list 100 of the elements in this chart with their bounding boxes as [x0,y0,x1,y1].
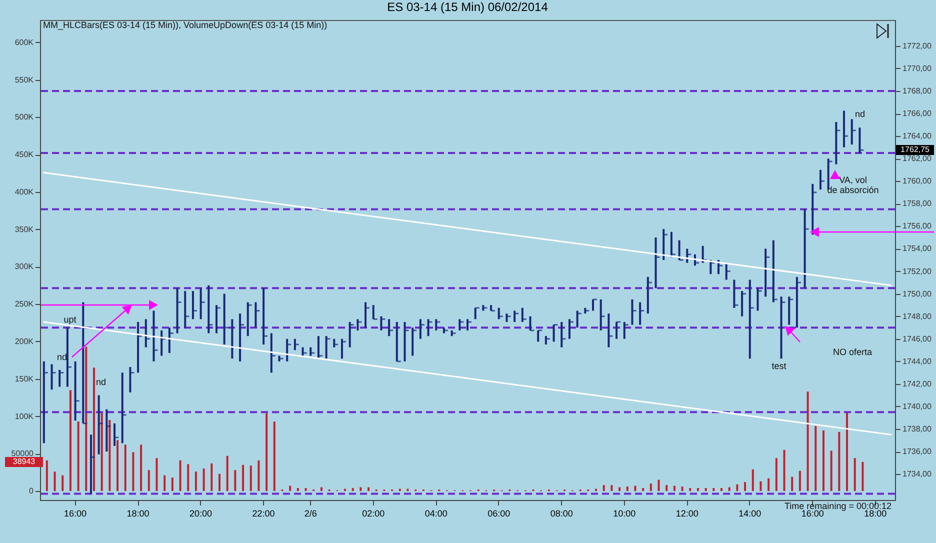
bar [310,347,312,356]
bar [58,370,61,387]
bar [689,488,692,492]
bar [168,328,170,353]
bar [560,322,563,348]
bar [822,430,824,492]
bar [835,122,838,164]
bar [760,481,762,492]
bar [294,338,296,350]
bar [317,336,320,359]
bar [681,486,684,492]
annotation: upt [64,314,77,325]
bar [242,464,244,492]
bar [830,450,832,492]
bar [348,322,351,348]
bar [92,368,95,492]
y-tick-label: 1746,00 [902,334,932,344]
bar [838,432,840,492]
bar [514,310,516,322]
annotation: VA, vol de absorción [827,175,879,195]
y-tick-label: 1740,00 [902,402,932,411]
bar [50,364,53,390]
text: 1762,75 [900,145,930,154]
annotation: nd [96,377,106,387]
x-tick-label: 18:00 [126,508,150,518]
bar [466,319,468,330]
bar [223,294,226,345]
bar [756,288,759,311]
bar [608,314,610,348]
bar [164,475,166,492]
bar [132,452,134,492]
y2-tick-label: 400K [14,187,34,196]
bar [200,288,202,320]
text: 38943 [12,457,36,466]
y-tick-label: 1772,00 [902,41,932,50]
bar [673,486,676,492]
bar [184,290,186,328]
bar [121,372,124,444]
bar [642,488,644,492]
bar [404,322,406,362]
y-tick-label: 1748,00 [902,312,932,321]
bar [218,474,220,492]
bar [696,488,699,492]
y2-tick-label: 300K [14,262,34,272]
bar [798,470,801,492]
y-tick-label: 1764,00 [902,132,932,141]
bar [639,302,642,325]
y2-tick-label: 150K [14,374,34,384]
bar [234,470,236,492]
bar [506,314,508,322]
bar [791,476,794,492]
y-tick-label: 1742,00 [902,379,932,388]
bar [325,336,328,359]
bar [804,209,806,288]
bar [226,456,228,492]
bar [576,310,578,328]
bar [388,319,390,336]
bar [352,488,354,492]
y2-tick-label: 250K [14,300,34,309]
x-tick-label: 02:00 [362,508,385,518]
y2-tick-label: 600K [14,38,34,47]
x-tick-label: 04:00 [424,508,448,518]
y-tick-label: 1752,00 [902,266,932,276]
bar [631,299,634,325]
bar [176,288,178,334]
text: Time remaining = 00:00:12 [784,501,892,511]
annotation: MM_HLCBars(ES 03-14 (15 Min)), VolumeUpDown(ES 03-14 (15 Min)) [43,20,328,30]
bar [412,328,414,356]
bar [250,466,252,492]
bar [568,319,570,339]
x-tick-label: 06:00 [488,508,510,518]
x-tick-label: 14:00 [738,508,762,518]
bar [846,412,848,492]
bar [340,338,343,359]
bar [670,232,672,258]
y2-tick-label: 50000 [11,449,34,458]
y-tick-label: 1750,00 [902,289,932,298]
bar [427,319,430,336]
y-tick-label: 1762,00 [902,154,932,164]
bar [156,458,158,492]
bar [654,237,657,288]
bar [712,488,715,492]
bar [160,330,163,356]
bar [623,322,626,339]
bar [246,302,249,336]
x-tick-label: 12:00 [676,508,698,518]
bar [171,478,174,492]
bar [210,463,213,492]
bar [768,478,770,492]
annotation: nd [854,109,866,119]
bar [114,423,116,446]
bar [270,333,272,373]
y2-tick-label: 500K [14,112,34,122]
bar [258,460,260,492]
bar [289,486,292,492]
bar [752,469,754,492]
y-tick-label: 1768,00 [902,86,932,96]
bar [137,322,140,373]
bar [187,464,190,492]
bar [140,444,142,492]
